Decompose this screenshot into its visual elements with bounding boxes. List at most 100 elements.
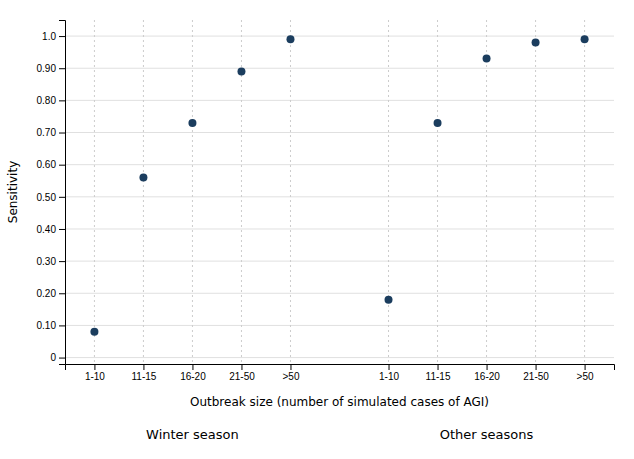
grid-line — [290, 20, 291, 364]
y-axis-title: Sensitivity — [6, 161, 20, 223]
x-tick-mark — [389, 364, 390, 370]
y-tick-mark — [59, 68, 65, 69]
x-tick-label: 21-50 — [523, 371, 549, 382]
grid-line — [65, 228, 614, 229]
x-tick-label: 16-20 — [474, 371, 500, 382]
y-tick-mark — [59, 165, 65, 166]
x-tick: >50 — [282, 364, 299, 382]
y-tick-mark — [59, 325, 65, 326]
grid-line — [65, 325, 614, 326]
grid-line — [388, 20, 389, 364]
x-axis: 1-10 11-15 16-20 21-50 >50 1-10 11-15 16-20 21-5… — [66, 364, 615, 382]
point — [434, 119, 442, 127]
grid-line — [65, 68, 614, 69]
grid-line — [65, 132, 614, 133]
y-axis-line — [59, 21, 66, 365]
y-tick-label: 0.10 — [37, 320, 57, 331]
x-tick: >50 — [577, 364, 594, 382]
group-label: Winter season — [146, 427, 239, 442]
x-tick-mark — [438, 364, 439, 370]
x-tick-label: 16-20 — [180, 371, 206, 382]
grid-line — [94, 20, 95, 364]
y-tick-label: 0.50 — [37, 192, 57, 203]
grid-line — [437, 20, 438, 364]
point — [532, 39, 540, 47]
x-tick-mark — [192, 364, 193, 370]
y-tick-mark — [59, 36, 65, 37]
grid-line — [192, 20, 193, 364]
series — [90, 35, 294, 336]
plot: 0 0.10 0.20 0.30 0.40 0.50 0.60 0.70 0.80 0.90 1.0… — [6, 20, 615, 442]
y-tick-mark — [59, 133, 65, 134]
x-tick-label: 11-15 — [426, 371, 451, 382]
grid-line — [65, 357, 614, 358]
y-tick: 0.50 — [37, 192, 65, 203]
point — [139, 174, 147, 182]
grid — [65, 20, 614, 364]
y-tick-label: 0.20 — [37, 288, 57, 299]
x-tick-label: 11-15 — [132, 371, 157, 382]
x-tick: 1-10 — [379, 364, 399, 382]
y-tick: 0.30 — [37, 256, 65, 267]
x-tick: 16-20 — [474, 364, 500, 382]
y-tick: 0.60 — [37, 159, 65, 170]
x-tick: 1-10 — [85, 364, 105, 382]
y-tick-label: 0.30 — [37, 256, 57, 267]
x-tick-mark — [290, 364, 291, 370]
y-tick-mark — [59, 197, 65, 198]
grid-line — [65, 293, 614, 294]
x-tick-label: 21-50 — [229, 371, 255, 382]
y-tick: 0.10 — [37, 320, 65, 331]
y-tick-mark — [59, 293, 65, 294]
y-tick-label: 0.90 — [37, 63, 57, 74]
grid-line — [65, 164, 614, 165]
y-tick: 0.90 — [37, 63, 65, 74]
x-tick-label: >50 — [282, 371, 299, 382]
x-tick-label: 1-10 — [85, 371, 105, 382]
point — [483, 55, 491, 63]
x-tick-mark — [536, 364, 537, 370]
y-tick-mark — [59, 229, 65, 230]
grid-line — [535, 20, 536, 364]
grid-line — [584, 20, 585, 364]
x-tick-mark — [241, 364, 242, 370]
y-axis: 0 0.10 0.20 0.30 0.40 0.50 0.60 0.70 0.80 0.90 1.0 — [37, 21, 66, 365]
point — [581, 35, 589, 43]
y-tick-label: 0 — [50, 352, 56, 363]
y-tick-label: 0.40 — [37, 224, 57, 235]
x-tick: 21-50 — [523, 364, 549, 382]
x-tick: 11-15 — [132, 364, 157, 382]
y-tick-label: 0.60 — [37, 159, 57, 170]
y-tick: 0.20 — [37, 288, 65, 299]
point — [385, 296, 393, 304]
x-tick-label: 1-10 — [379, 371, 399, 382]
x-tick-mark — [585, 364, 586, 370]
series — [385, 35, 589, 303]
y-tick-label: 1.0 — [42, 31, 56, 42]
y-tick-mark — [59, 100, 65, 101]
x-tick-mark — [94, 364, 95, 370]
y-tick-mark — [59, 358, 65, 359]
grid-line — [486, 20, 487, 364]
group-label: Other seasons — [440, 427, 534, 442]
x-tick: 16-20 — [180, 364, 206, 382]
grid-line — [65, 100, 614, 101]
point — [90, 328, 98, 336]
x-tick-mark — [487, 364, 488, 370]
y-tick-label: 0.70 — [37, 127, 57, 138]
x-tick-label: >50 — [577, 371, 594, 382]
x-tick: 11-15 — [426, 364, 451, 382]
y-tick: 1.0 — [42, 31, 65, 42]
grid-line — [65, 261, 614, 262]
y-tick: 0.70 — [37, 127, 65, 138]
chart: 0 0.10 0.20 0.30 0.40 0.50 0.60 0.70 0.80 0.90 1.0… — [0, 0, 634, 459]
grid-line — [65, 196, 614, 197]
y-tick: 0.40 — [37, 224, 65, 235]
y-tick-label: 0.80 — [37, 95, 57, 106]
marks — [90, 35, 588, 336]
x-tick-mark — [143, 364, 144, 370]
grid-line — [143, 20, 144, 364]
point — [286, 35, 294, 43]
grid-line — [65, 36, 614, 37]
x-axis-line — [66, 365, 615, 371]
